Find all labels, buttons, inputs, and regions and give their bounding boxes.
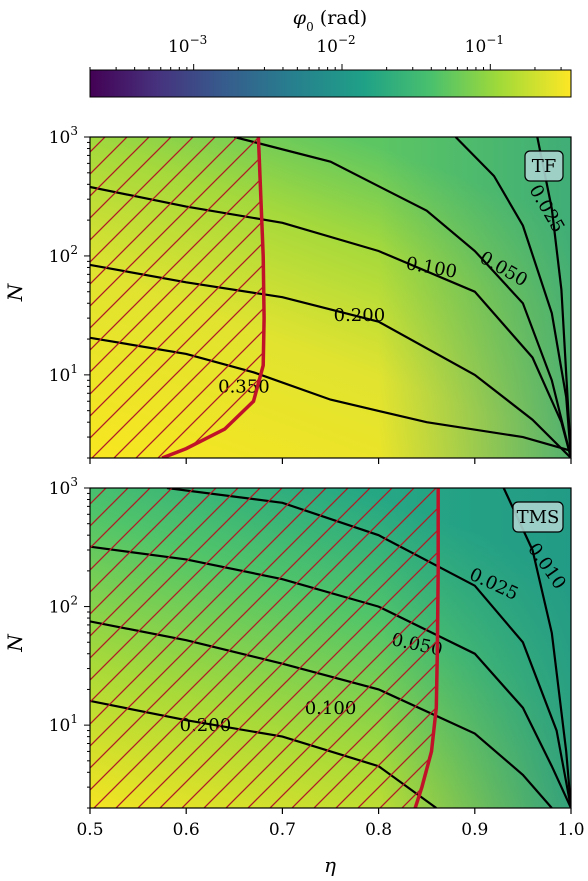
x-tick-label: 0.9 xyxy=(461,820,488,840)
boundary-line xyxy=(413,488,440,808)
panel-tag-box xyxy=(512,501,564,533)
colorbar-ticks: 10−3 10−2 10−1 xyxy=(89,33,562,70)
panel-tag-box xyxy=(524,150,564,182)
colorbar: φ0 (rad) 10−3 10−2 10−1 xyxy=(89,7,572,98)
feasibility-boundary xyxy=(90,488,440,808)
panel-tag: TMS xyxy=(517,507,560,528)
y-tick-label: 101 xyxy=(49,712,78,736)
y-tick-label: 103 xyxy=(49,475,78,499)
y-axis-label: N xyxy=(3,633,27,653)
colorbar-tick-label: 10−2 xyxy=(316,33,355,57)
x-tick-label: 0.8 xyxy=(365,820,392,840)
colorbar-tick-label: 10−3 xyxy=(168,33,207,57)
x-tick-label: 1.0 xyxy=(557,820,584,840)
colorbar-label: φ0 (rad) xyxy=(293,7,367,34)
feasibility-boundary xyxy=(90,137,266,458)
hatched-region xyxy=(90,488,439,808)
y-tick-label: 103 xyxy=(49,124,78,148)
hatched-region xyxy=(90,137,265,458)
axes: 0.5 0.6 0.7 0.8 0.9 1.0 101 102 103 N TMS xyxy=(3,475,585,840)
y-tick-label: 102 xyxy=(49,594,78,618)
axes: 101 102 103 N TF xyxy=(3,124,572,464)
x-axis-label: η xyxy=(324,853,336,877)
x-tick-label: 0.5 xyxy=(76,820,103,840)
y-tick-label: 101 xyxy=(49,362,78,386)
contour-line xyxy=(454,137,571,458)
boundary-line xyxy=(161,137,266,458)
contour-label: 0.200 xyxy=(334,305,386,326)
y-tick-label: 102 xyxy=(49,243,78,267)
contour-line xyxy=(234,137,571,458)
axes-frame xyxy=(89,487,572,809)
colorbar-gradient xyxy=(89,69,572,98)
panel-tag: TF xyxy=(532,156,557,177)
y-axis-label: N xyxy=(3,282,27,302)
x-tick-label: 0.7 xyxy=(269,820,296,840)
axes-frame xyxy=(89,136,572,459)
x-tick-label: 0.6 xyxy=(173,820,200,840)
colorbar-tick-label: 10−1 xyxy=(465,33,504,57)
